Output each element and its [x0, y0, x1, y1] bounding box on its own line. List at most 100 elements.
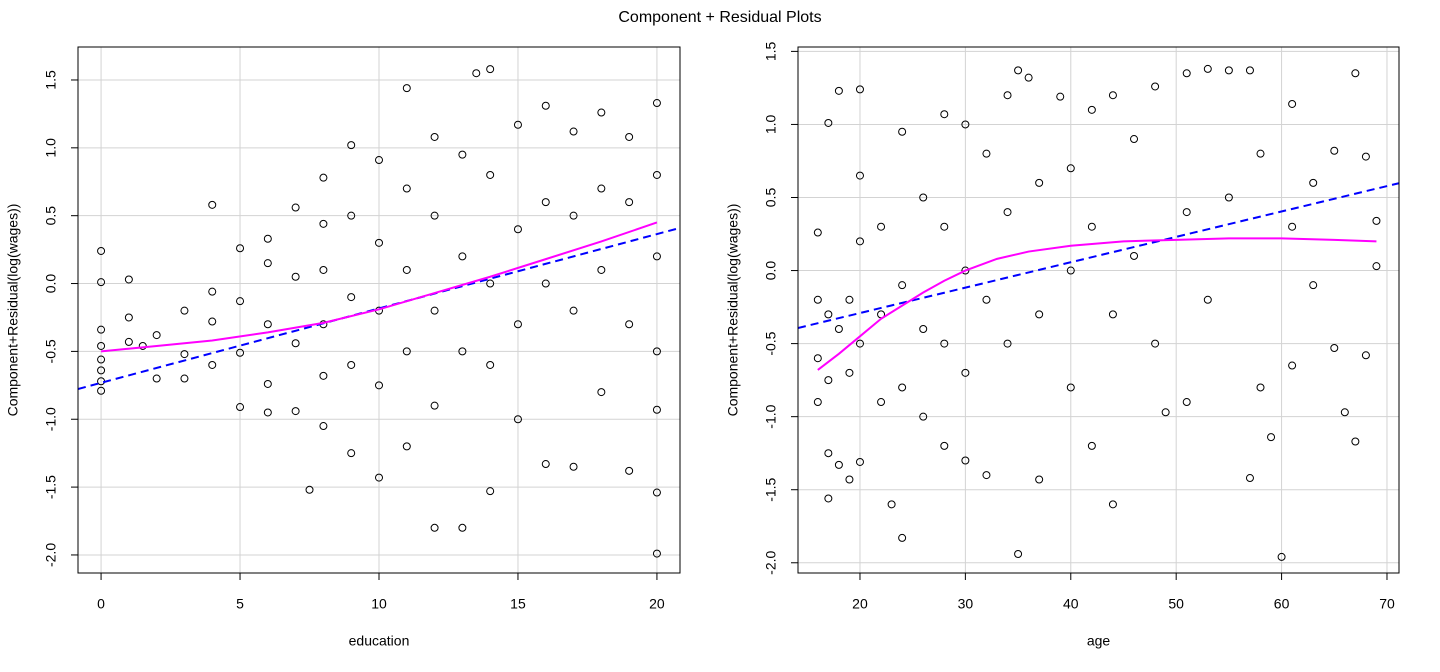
point — [1245, 474, 1254, 483]
point — [513, 120, 522, 129]
point — [541, 460, 550, 469]
point — [1003, 208, 1012, 217]
point — [402, 265, 411, 274]
point — [813, 295, 822, 304]
point — [375, 473, 383, 482]
y-tick-label: -1.0 — [43, 407, 59, 431]
plot-frame — [77, 46, 681, 574]
point — [1035, 475, 1044, 484]
point — [961, 266, 970, 275]
point — [919, 193, 928, 202]
point — [845, 475, 854, 484]
point — [855, 457, 864, 466]
y-tick-label: -1.5 — [763, 477, 779, 501]
point — [1108, 310, 1117, 319]
point — [898, 281, 907, 290]
point — [486, 279, 495, 288]
point — [458, 347, 467, 356]
point — [597, 184, 606, 193]
point — [1130, 251, 1139, 260]
x-tick-label: 20 — [852, 596, 868, 612]
point — [1035, 310, 1044, 319]
x-tick-label: 0 — [97, 596, 105, 612]
x-tick-label: 40 — [1063, 596, 1079, 612]
point — [347, 360, 356, 369]
x-tick-label: 70 — [1379, 596, 1395, 612]
point — [652, 405, 661, 414]
point — [597, 388, 606, 397]
point — [940, 222, 949, 231]
point — [347, 449, 356, 458]
point — [208, 360, 217, 369]
point — [402, 347, 411, 356]
point — [97, 246, 106, 255]
point — [877, 222, 886, 231]
point — [124, 275, 133, 284]
point — [124, 313, 133, 322]
point — [1330, 146, 1339, 155]
y-tick-label: 1.0 — [43, 138, 59, 158]
point — [898, 533, 907, 542]
point — [824, 310, 833, 319]
x-tick-label: 30 — [958, 596, 974, 612]
point — [430, 523, 439, 532]
y-tick-label: 0.0 — [763, 261, 779, 281]
y-tick-label: -1.5 — [43, 475, 59, 499]
smooth-line — [817, 237, 1377, 371]
point — [625, 466, 634, 475]
point — [1108, 500, 1117, 509]
point — [541, 198, 550, 207]
point — [97, 386, 106, 395]
point — [845, 295, 854, 304]
point — [1309, 178, 1318, 187]
point — [1014, 66, 1023, 75]
point — [305, 485, 314, 494]
point — [263, 379, 272, 388]
point — [982, 149, 991, 158]
point — [855, 85, 864, 94]
point — [597, 265, 606, 274]
point — [319, 371, 328, 380]
point — [1361, 351, 1370, 360]
point — [1277, 552, 1286, 561]
point — [486, 487, 495, 496]
point — [458, 150, 467, 159]
point — [458, 252, 467, 261]
point — [430, 401, 439, 410]
point — [124, 337, 133, 346]
point — [236, 297, 245, 306]
point — [1351, 69, 1360, 78]
point — [291, 339, 300, 348]
point — [940, 110, 949, 119]
point — [834, 324, 843, 333]
point — [855, 171, 864, 180]
point — [375, 238, 383, 247]
y-tick-label: -0.5 — [763, 331, 779, 355]
x-axis-label: education — [349, 633, 410, 649]
point — [1288, 361, 1297, 370]
point — [824, 449, 833, 458]
y-tick-label: 1.0 — [763, 114, 779, 134]
point — [1372, 262, 1381, 271]
y-tick-label: 1.5 — [763, 41, 779, 61]
point — [652, 99, 661, 108]
y-tick-label: -0.5 — [43, 339, 59, 363]
point — [834, 460, 843, 469]
point — [97, 355, 106, 364]
point — [458, 523, 467, 532]
point — [1224, 66, 1233, 75]
point — [1330, 343, 1339, 352]
point — [138, 341, 147, 350]
x-axis-label: age — [1087, 633, 1111, 649]
point — [236, 403, 245, 412]
point — [375, 381, 383, 390]
point — [236, 348, 245, 357]
point — [319, 265, 328, 274]
point — [652, 170, 661, 179]
point — [824, 494, 833, 503]
point — [625, 198, 634, 207]
point — [1351, 437, 1360, 446]
point — [1014, 550, 1023, 559]
x-tick-label: 10 — [371, 596, 387, 612]
